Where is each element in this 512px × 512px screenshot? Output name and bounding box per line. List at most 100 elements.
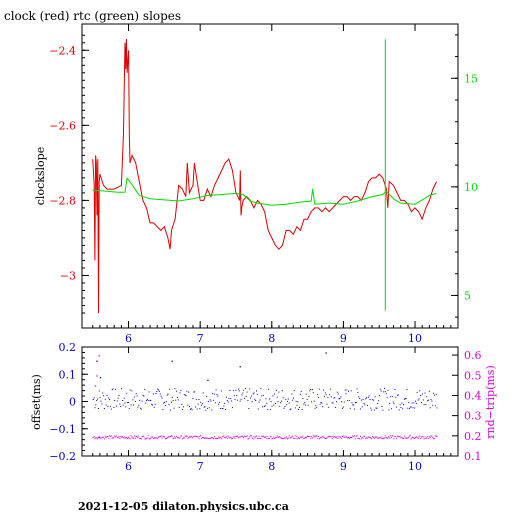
offset-point — [224, 403, 226, 404]
offset-point — [161, 397, 163, 399]
rnd-trip-point — [120, 435, 122, 437]
offset-point — [370, 407, 372, 409]
offset-point — [203, 406, 205, 408]
rnd-trip-point — [119, 437, 121, 439]
offset-point — [418, 398, 420, 400]
offset-point — [151, 403, 153, 405]
offset-point — [318, 388, 320, 390]
offset-point — [405, 398, 407, 400]
rnd-trip-point — [219, 436, 221, 438]
offset-point — [183, 394, 185, 396]
offset-point — [227, 401, 229, 403]
offset-outlier-point — [239, 366, 241, 368]
rnd-trip-point — [218, 436, 220, 438]
rnd-trip-point — [172, 437, 174, 439]
offset-point — [350, 390, 352, 392]
offset-point — [176, 390, 178, 392]
offset-point — [317, 393, 319, 395]
offset-point — [377, 403, 379, 404]
offset-point — [117, 397, 119, 399]
bottom-y-axis-label: offset(ms) — [30, 374, 43, 430]
offset-point — [286, 404, 288, 406]
rnd-trip-point — [336, 436, 337, 438]
rnd-trip-point — [394, 436, 396, 438]
offset-point — [240, 398, 242, 400]
offset-point — [380, 390, 382, 392]
offset-point — [121, 388, 123, 390]
offset-point — [420, 395, 422, 396]
rnd-trip-point — [264, 436, 266, 438]
offset-point — [414, 407, 416, 409]
offset-point — [185, 395, 187, 397]
rnd-trip-point — [303, 437, 305, 439]
rnd-trip-point — [154, 436, 156, 438]
rnd-trip-point — [280, 437, 282, 439]
rnd-trip-point — [421, 435, 423, 437]
rnd-trip-point — [300, 436, 302, 438]
rnd-trip-point — [155, 438, 157, 440]
offset-point — [277, 401, 279, 403]
offset-point — [138, 404, 140, 406]
rnd-trip-point — [139, 438, 141, 440]
rnd-trip-point — [226, 438, 228, 439]
offset-point — [315, 405, 317, 407]
rnd-trip-point — [272, 437, 274, 439]
rnd-trip-point — [268, 438, 270, 439]
rnd-trip-point — [282, 438, 284, 440]
rnd-trip-point — [225, 436, 227, 438]
offset-point — [134, 400, 136, 402]
rnd-trip-point — [220, 438, 222, 440]
top-x-tick-label: 9 — [340, 332, 347, 345]
rnd-trip-point — [112, 437, 114, 439]
offset-point — [433, 392, 435, 394]
rnd-trip-point — [286, 436, 288, 438]
series-rtc-line — [92, 176, 437, 206]
offset-point — [182, 409, 184, 411]
offset-point — [120, 406, 122, 407]
offset-point — [164, 405, 166, 406]
offset-point — [214, 402, 216, 404]
offset-point — [411, 402, 413, 404]
offset-point — [298, 409, 300, 410]
offset-point — [249, 388, 251, 390]
rnd-trip-point — [229, 437, 231, 439]
rnd-trip-point — [313, 436, 315, 438]
rnd-trip-point — [168, 436, 170, 437]
bottom-y-tick-label: 0.1 — [59, 368, 77, 381]
rnd-trip-point — [150, 437, 152, 439]
rnd-trip-point — [122, 437, 124, 439]
rnd-trip-point — [261, 435, 263, 437]
offset-point — [385, 393, 387, 395]
offset-point — [92, 399, 94, 400]
rnd-trip-point — [124, 438, 126, 440]
bottom-y2-tick-label: 0.3 — [464, 410, 482, 423]
rnd-trip-point — [204, 438, 206, 439]
offset-point — [342, 407, 343, 409]
rnd-trip-point — [391, 436, 392, 438]
rnd-trip-point — [181, 435, 183, 437]
offset-point — [237, 399, 239, 401]
offset-point — [218, 403, 220, 405]
rnd-trip-point — [410, 438, 412, 440]
offset-point — [403, 404, 404, 406]
offset-point — [202, 392, 204, 394]
rnd-trip-point — [133, 437, 135, 439]
rnd-trip-point — [232, 438, 233, 439]
rnd-trip-point — [328, 436, 330, 438]
rnd-trip-point — [205, 437, 207, 439]
offset-point — [252, 393, 254, 395]
top-panel: 6 7 8 9 10 −2.4 −2.6 −2.8 −3 5 10 15 clockslope — [34, 23, 478, 345]
rnd-trip-point — [397, 435, 398, 437]
offset-point — [225, 409, 227, 410]
rnd-trip-point — [145, 438, 147, 440]
offset-point — [419, 390, 421, 392]
offset-point — [223, 405, 225, 407]
offset-point — [207, 400, 209, 402]
offset-point — [136, 395, 138, 397]
rnd-trip-point — [406, 437, 408, 439]
rnd-trip-point — [177, 437, 178, 439]
offset-point — [398, 409, 400, 411]
rnd-trip-point — [92, 437, 94, 438]
rnd-trip-point — [423, 438, 425, 440]
offset-point — [369, 399, 371, 400]
